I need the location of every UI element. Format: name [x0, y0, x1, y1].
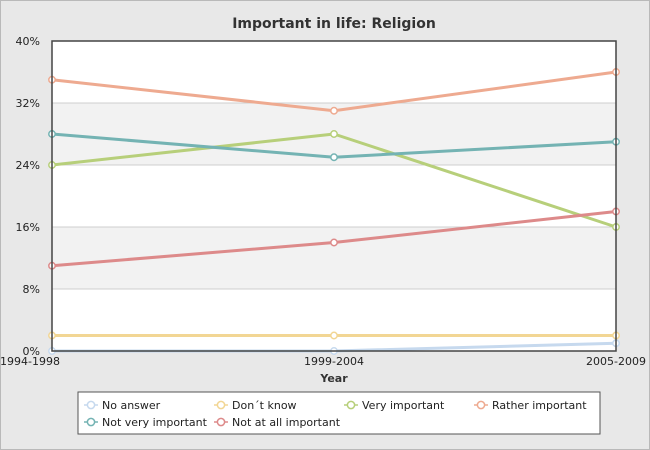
- legend-label: Rather important: [492, 399, 587, 412]
- plot-border: [51, 40, 617, 352]
- data-point: [330, 130, 338, 138]
- legend-label: No answer: [102, 399, 161, 412]
- x-axis-title: Year: [319, 372, 348, 385]
- legend-label: Very important: [362, 399, 445, 412]
- y-tick-label: 40%: [16, 35, 40, 48]
- y-tick-label: 16%: [16, 221, 40, 234]
- legend-label: Not very important: [102, 416, 208, 429]
- legend-marker: [86, 400, 96, 410]
- chart-title: Important in life: Religion: [232, 16, 436, 32]
- data-point: [330, 106, 338, 115]
- legend-item[interactable]: No answer: [84, 399, 161, 412]
- legend-marker: [216, 417, 226, 427]
- legend-item[interactable]: Very important: [344, 399, 445, 412]
- legend-item[interactable]: Don´t know: [214, 399, 297, 412]
- legend-marker: [346, 400, 356, 410]
- data-point: [330, 238, 338, 247]
- x-tick-label: 2005-2009: [586, 355, 646, 368]
- legend-label: Don´t know: [232, 399, 297, 412]
- legend: No answer Don´t know Very important Rather …: [77, 391, 601, 435]
- legend-item[interactable]: Rather important: [474, 399, 587, 412]
- y-tick-label: 24%: [16, 159, 40, 172]
- legend-marker: [86, 417, 96, 427]
- legend-item[interactable]: Not very important: [84, 416, 208, 429]
- y-tick-label: 8%: [23, 283, 40, 296]
- legend-marker: [216, 400, 226, 410]
- plot-area: [52, 41, 616, 351]
- data-point: [330, 331, 338, 340]
- legend-item[interactable]: Not at all important: [214, 416, 341, 429]
- x-tick-label: 1994-1998: [0, 355, 60, 368]
- x-tick-label: 1999-2004: [304, 355, 364, 368]
- data-point: [330, 153, 338, 162]
- y-tick-label: 0%: [23, 345, 40, 358]
- y-tick-label: 32%: [16, 97, 40, 110]
- legend-marker: [476, 400, 486, 410]
- legend-label: Not at all important: [232, 416, 341, 429]
- legend-box: [77, 391, 601, 435]
